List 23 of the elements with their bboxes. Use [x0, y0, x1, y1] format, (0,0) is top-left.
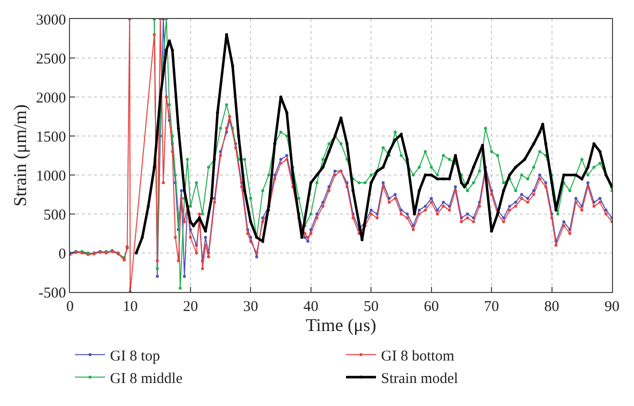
x-tick-label: 10 [122, 299, 138, 315]
y-tick-label: 500 [44, 207, 66, 224]
y-tick-label: 1000 [36, 168, 66, 184]
x-tick-label: 20 [182, 299, 198, 315]
y-tick-label: -500 [38, 285, 66, 302]
y-tick-label: 1500 [36, 129, 66, 146]
x-tick-label: 30 [243, 299, 258, 315]
y-tick-label: 2000 [36, 90, 66, 106]
y-axis-title: Strain (μm/m) [10, 104, 30, 207]
x-tick-label: 70 [484, 299, 500, 315]
x-tick-label: 80 [544, 299, 560, 315]
legend-label: GI 8 middle [110, 371, 183, 388]
x-tick-label: 50 [364, 299, 379, 315]
x-axis-title: Time (μs) [306, 315, 376, 336]
legend-label: GI 8 top [110, 348, 160, 365]
x-tick-label: 40 [303, 299, 318, 315]
x-tick-label: 90 [604, 299, 620, 315]
legend-label: Strain model [381, 371, 458, 388]
y-tick-label: 2500 [36, 51, 66, 68]
y-tick-label: 0 [58, 246, 66, 262]
legend-label: GI 8 bottom [381, 348, 455, 365]
y-tick-label: 3000 [36, 12, 66, 28]
x-tick-label: 60 [424, 299, 439, 315]
